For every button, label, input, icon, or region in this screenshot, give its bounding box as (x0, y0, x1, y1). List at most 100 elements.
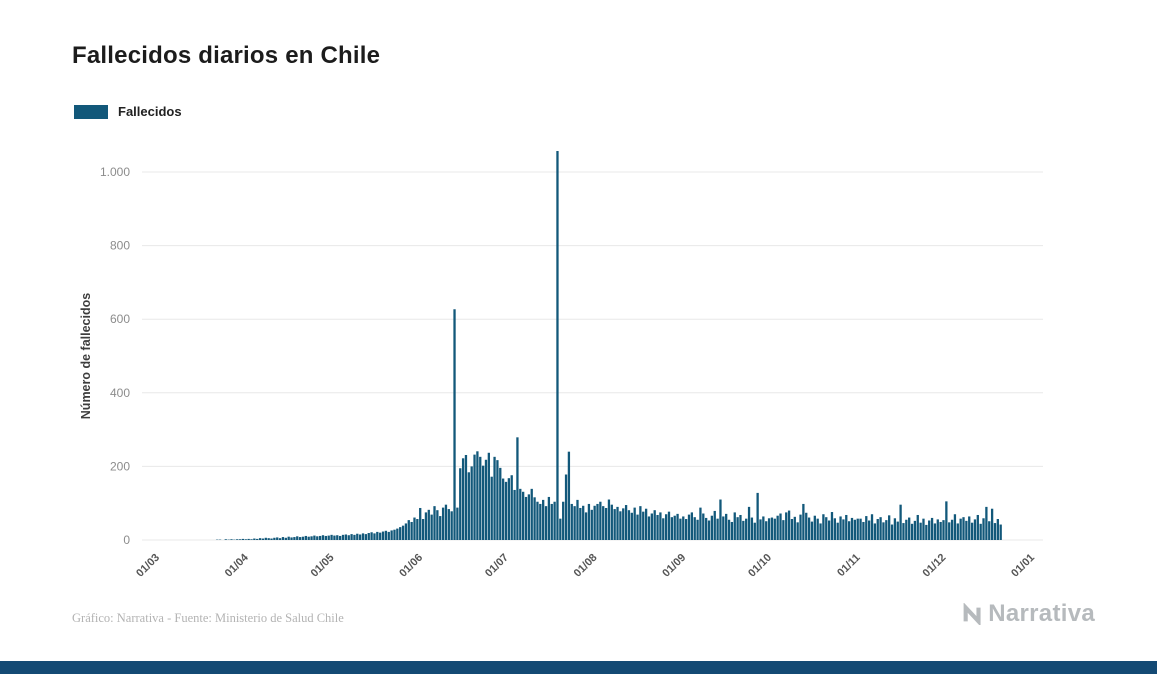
bar (930, 517, 934, 540)
bar (496, 460, 499, 540)
bar (570, 503, 573, 540)
bar (258, 538, 262, 540)
bar (564, 474, 568, 540)
x-tick-label: 01/12 (921, 552, 949, 580)
bar (610, 504, 613, 540)
bar (367, 533, 370, 540)
bar (745, 518, 748, 540)
bar (550, 503, 553, 540)
bar (916, 514, 919, 540)
bar (928, 520, 931, 540)
bar (430, 514, 433, 540)
bar (996, 519, 999, 540)
bar (679, 518, 682, 540)
bar (902, 523, 905, 540)
x-tick-label: 01/09 (660, 552, 688, 580)
bar (321, 535, 325, 540)
bar (993, 523, 997, 540)
bar (945, 501, 948, 540)
bar (862, 521, 865, 540)
bar (616, 506, 619, 540)
x-tick-label: 01/01 (1009, 552, 1037, 580)
bar (776, 515, 779, 540)
bar (970, 522, 974, 540)
bar (676, 513, 679, 540)
bar (670, 517, 673, 540)
bar (304, 535, 307, 540)
bar (905, 519, 908, 540)
bar (919, 522, 922, 540)
bar (441, 507, 445, 540)
bar (327, 535, 330, 540)
bar (241, 538, 245, 540)
bar (244, 539, 247, 540)
bar (627, 510, 631, 540)
bar (942, 520, 945, 540)
bar (427, 509, 430, 540)
bar (470, 466, 473, 540)
x-tick-label: 01/08 (572, 552, 600, 580)
bar (373, 533, 376, 540)
bar (347, 535, 350, 540)
bar (948, 522, 951, 540)
bar (562, 501, 565, 540)
bar (925, 524, 928, 540)
bar (722, 516, 725, 540)
bar (973, 519, 977, 540)
bar (885, 520, 888, 540)
bar (856, 518, 859, 540)
bar (859, 518, 862, 540)
bar (825, 517, 828, 540)
bar (390, 530, 393, 540)
bar (250, 539, 253, 540)
bar (893, 518, 897, 540)
bar (770, 517, 774, 540)
bar (436, 510, 439, 540)
bar (985, 506, 988, 540)
bar (439, 516, 442, 540)
bar (699, 507, 702, 540)
bar (850, 517, 854, 540)
bar (890, 524, 894, 540)
bar (624, 505, 628, 540)
bar (576, 499, 579, 540)
bar (739, 514, 742, 540)
bar (298, 537, 302, 540)
bar (639, 506, 642, 540)
bar (287, 536, 290, 540)
bar (845, 514, 848, 540)
bar (730, 521, 734, 540)
bar (707, 520, 711, 540)
bar (753, 522, 756, 540)
x-tick-label: 01/03 (134, 552, 162, 580)
bar (908, 517, 911, 540)
bar (453, 309, 456, 540)
y-tick-label: 0 (123, 533, 130, 547)
bar (976, 514, 979, 540)
bar (467, 472, 470, 540)
bar (816, 518, 819, 540)
bar (962, 517, 965, 540)
bar (584, 512, 588, 540)
bar (913, 520, 917, 540)
bar (693, 517, 696, 540)
bar (404, 523, 408, 540)
bar (384, 530, 388, 540)
bar (487, 452, 490, 540)
bar (613, 509, 616, 540)
bar (647, 516, 651, 540)
bar (273, 537, 276, 540)
x-tick-label: 01/04 (223, 551, 252, 580)
bar (421, 519, 425, 540)
bar (965, 520, 968, 540)
bottom-accent-bar (0, 661, 1157, 674)
bar (399, 527, 402, 540)
bar (524, 496, 528, 540)
bar (379, 532, 382, 540)
y-tick-label: 400 (110, 386, 130, 400)
bar (719, 499, 722, 540)
bar (410, 521, 413, 540)
bar (381, 531, 385, 540)
bar (256, 538, 259, 540)
bar (284, 537, 287, 540)
